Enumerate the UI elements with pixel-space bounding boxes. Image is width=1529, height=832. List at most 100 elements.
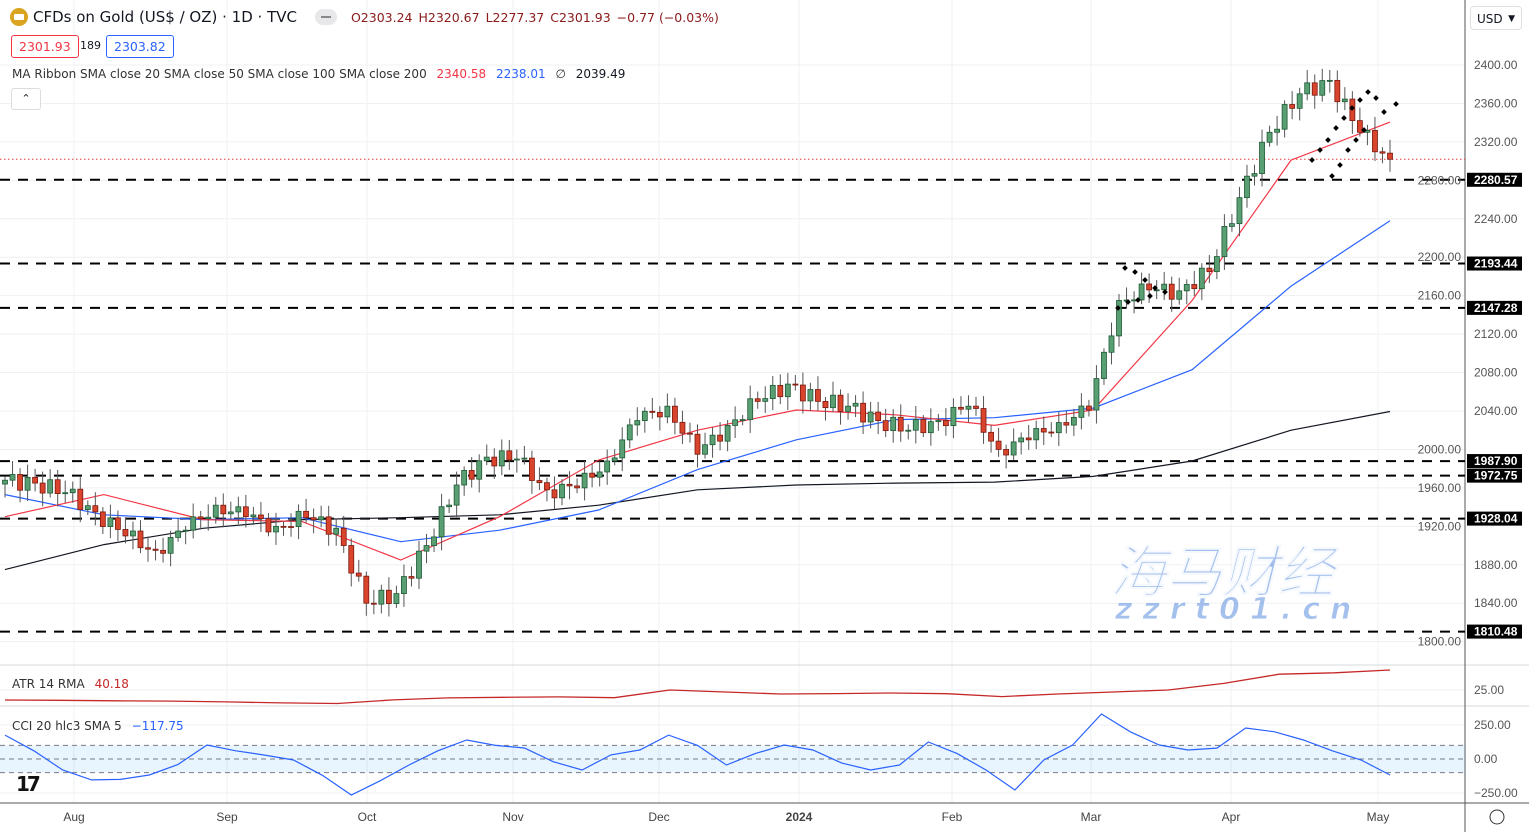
candle-body-up [476,460,483,480]
candle [1161,272,1168,300]
level-price-label: 2193.44 [1474,257,1518,271]
candle [1086,399,1092,417]
candle [694,424,701,468]
candle-body-down [920,419,927,434]
candle-body-up [581,472,588,489]
candle-body-down [355,572,362,577]
candle [664,393,671,424]
candle-body-up [84,505,91,511]
price-tick-label: 1840.00 [1474,596,1518,610]
candle-body-up [498,450,505,467]
level-price-label: 1972.75 [1474,469,1518,483]
price-tick-label: 1920.00 [1418,519,1462,533]
candle-body-down [258,514,264,520]
candle-body-up [1296,93,1303,109]
candle-body-down [340,527,347,546]
candle-body-up [227,511,234,515]
candle-body-up [438,506,445,538]
candle-body-up [333,527,340,535]
cci-value: −117.75 [131,719,184,733]
candle-body-up [1055,422,1062,434]
candle [2,476,8,498]
candle-body-down [1040,428,1047,433]
candle [1040,416,1047,445]
sma50-line [4,220,1391,543]
candle [529,450,535,494]
buy-price-button[interactable]: 2303.82 [106,35,174,58]
time-axis[interactable]: Aug Sep Oct Nov Dec 2024 Feb Mar Apr May [63,809,1505,825]
candle [62,480,69,503]
candle-body-down [54,479,61,494]
sma200-line [4,410,1391,571]
candle-body-down [145,547,151,550]
candle [672,397,678,435]
currency-selector[interactable]: USD ▼ [1470,6,1522,30]
candle-body-up [416,550,422,579]
time-tick-label: Mar [1081,810,1102,824]
symbol-title[interactable]: CFDs on Gold (US$ / OZ) · 1D · TVC [33,8,297,26]
fractal-marker [1122,265,1128,271]
candle-body-up [513,458,520,461]
candle-body-up [423,545,430,552]
candle-body-up [1198,267,1205,290]
candle-body-down [1063,422,1070,426]
candle [920,415,927,438]
candle [1070,408,1077,436]
candle-body-down [958,406,964,410]
gold-icon [10,8,28,26]
candle-body-down [860,402,866,423]
watermark-url: zzrt01.cn [1114,592,1362,628]
market-status-icon[interactable] [314,9,337,25]
candle-body-down [491,456,498,467]
candle [1101,348,1107,385]
candle-body-down [1334,79,1341,103]
candle-body-down [1025,437,1032,441]
candle-body-down [325,516,332,535]
candle [905,424,912,440]
fractal-marker [1152,285,1158,291]
level-price-label: 2280.57 [1474,173,1518,187]
candle [980,396,987,444]
candle [1198,263,1205,301]
candle-body-up [1116,300,1122,337]
candle-body-up [762,398,769,402]
candle-body-up [709,434,716,446]
candle [423,533,430,564]
candle [837,389,844,425]
tradingview-logo[interactable]: 17 [16,772,41,796]
price-axis[interactable]: 2400.00 2360.00 2320.00 2280.00 2240.00 2200.… [1418,58,1522,800]
candle-body-down [897,416,904,432]
fractal-marker [1142,277,1148,283]
level-price-label: 2147.28 [1474,301,1518,315]
settings-gear-icon[interactable] [1489,809,1505,825]
candle-body-up [190,516,197,531]
time-tick-label: 2024 [786,810,813,824]
candle [401,564,407,607]
candle-body-up [318,516,325,521]
candle-body-down [980,408,987,433]
candle [1259,129,1265,187]
candle [77,476,84,523]
cci-legend[interactable]: CCI 20 hlc3 SMA 5 −117.75 [12,719,190,733]
sell-price-button[interactable]: 2301.93 [11,35,79,58]
candle [468,457,475,488]
candle-body-up [9,474,16,481]
candle [860,391,866,435]
candle [17,468,23,503]
candle-body-down [574,485,580,489]
candle [355,559,362,582]
candle [92,492,99,526]
ma-ribbon-legend[interactable]: MA Ribbon SMA close 20 SMA close 50 SMA … [12,67,631,81]
collapse-legend-button[interactable]: ⌃ [11,88,41,110]
atr-legend[interactable]: ATR 14 RMA 40.18 [12,677,135,691]
candle [784,372,791,411]
candle [273,512,279,545]
candle-body-down [1372,129,1378,153]
candle [1176,277,1183,305]
candle [1236,186,1243,237]
candle [845,393,851,420]
candle-body-down [1387,152,1393,160]
candle [799,372,806,414]
candle [559,479,565,506]
